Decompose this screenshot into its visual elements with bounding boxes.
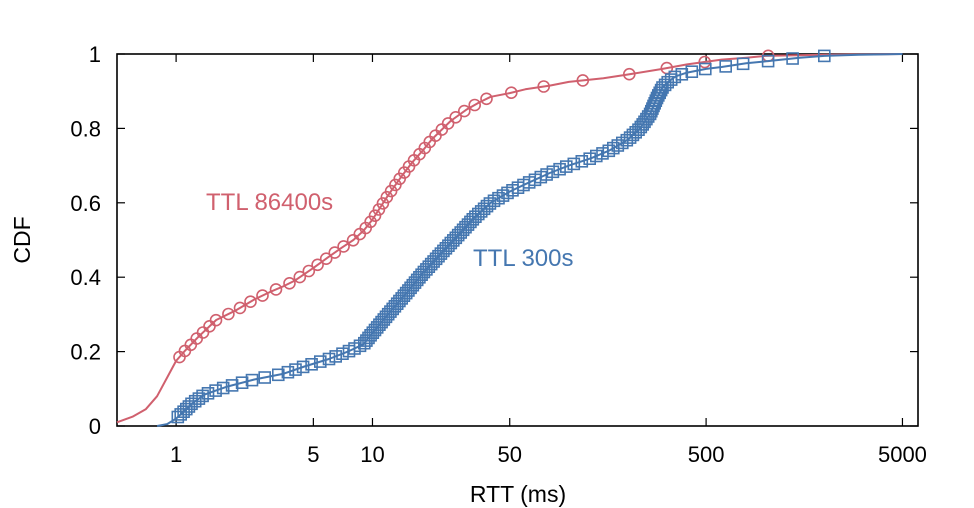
data-point: [668, 70, 682, 84]
x-axis-label: RTT (ms): [470, 481, 566, 507]
data-point: [540, 168, 553, 181]
y-axis-label: CDF: [9, 216, 35, 263]
y-tick-label: 0.8: [70, 116, 101, 141]
data-point: [319, 252, 333, 266]
data-point: [216, 381, 230, 395]
data-point: [328, 246, 342, 259]
data-point: [305, 357, 318, 371]
data-point: [761, 54, 775, 68]
data-point: [786, 52, 799, 65]
data-point: [583, 152, 597, 165]
data-point: [698, 62, 712, 76]
data-point: [245, 373, 259, 387]
data-point: [719, 60, 733, 73]
data-point: [337, 240, 350, 253]
data-point: [201, 386, 215, 400]
data-point: [675, 68, 689, 81]
data-point: [736, 57, 750, 71]
data-point: [546, 165, 560, 179]
data-point: [209, 313, 223, 327]
data-point: [537, 80, 551, 93]
data-point: [817, 49, 831, 63]
data-point: [622, 67, 636, 81]
x-tick-label: 1: [170, 442, 182, 467]
data-point: [575, 155, 589, 168]
series-layer: [116, 49, 903, 427]
data-point: [336, 347, 349, 361]
series-line: [116, 53, 903, 424]
x-tick-label: 50: [497, 442, 521, 467]
data-point: [346, 234, 360, 247]
series-label-ttl-300s: TTL 300s: [473, 245, 574, 272]
x-tick-label: 5000: [878, 442, 927, 467]
data-point: [685, 65, 699, 78]
data-point: [222, 307, 235, 321]
data-point: [235, 376, 249, 390]
data-point: [283, 276, 296, 290]
series-line: [156, 53, 903, 427]
data-point: [322, 352, 336, 366]
data-point: [289, 363, 302, 376]
y-tick-label: 0.4: [70, 265, 101, 290]
data-point: [296, 360, 310, 374]
series-label-ttl-86400s: TTL 86400s: [206, 189, 333, 216]
y-tick-label: 0.6: [70, 191, 101, 216]
data-point: [468, 98, 482, 112]
series-ttl-86400s: [116, 49, 903, 424]
x-tick-label: 10: [360, 442, 384, 467]
data-point: [576, 74, 590, 87]
data-point: [698, 55, 712, 69]
y-tick-label: 0.2: [70, 340, 101, 365]
data-point: [329, 350, 343, 363]
data-point: [258, 371, 272, 384]
data-point: [293, 270, 307, 284]
data-point: [302, 264, 316, 278]
data-point: [209, 384, 222, 397]
axis-ticks: 1 5 10 50 500 5000 0 0.2 0.4 0.6 0.8 1: [70, 42, 927, 467]
data-point: [457, 104, 471, 118]
data-point: [233, 301, 247, 315]
data-point: [311, 258, 324, 272]
data-point: [271, 368, 285, 382]
data-point: [449, 111, 463, 124]
data-point: [225, 379, 239, 392]
data-point: [244, 295, 257, 309]
data-point: [281, 365, 295, 379]
x-tick-label: 5: [307, 442, 319, 467]
data-point: [559, 160, 573, 173]
data-point: [269, 283, 283, 296]
y-tick-label: 1: [89, 42, 101, 67]
plot-frame: [116, 53, 919, 427]
data-point: [504, 86, 518, 99]
data-point: [313, 355, 327, 368]
data-point: [376, 197, 390, 210]
data-point: [480, 92, 493, 106]
x-tick-label: 500: [688, 442, 725, 467]
data-point: [441, 117, 455, 130]
data-point: [256, 289, 269, 302]
series-ttl-300s: [156, 49, 903, 427]
data-point: [384, 184, 398, 198]
data-point: [553, 162, 566, 176]
data-point: [567, 157, 581, 171]
y-tick-label: 0: [89, 414, 101, 439]
data-point: [368, 209, 382, 222]
